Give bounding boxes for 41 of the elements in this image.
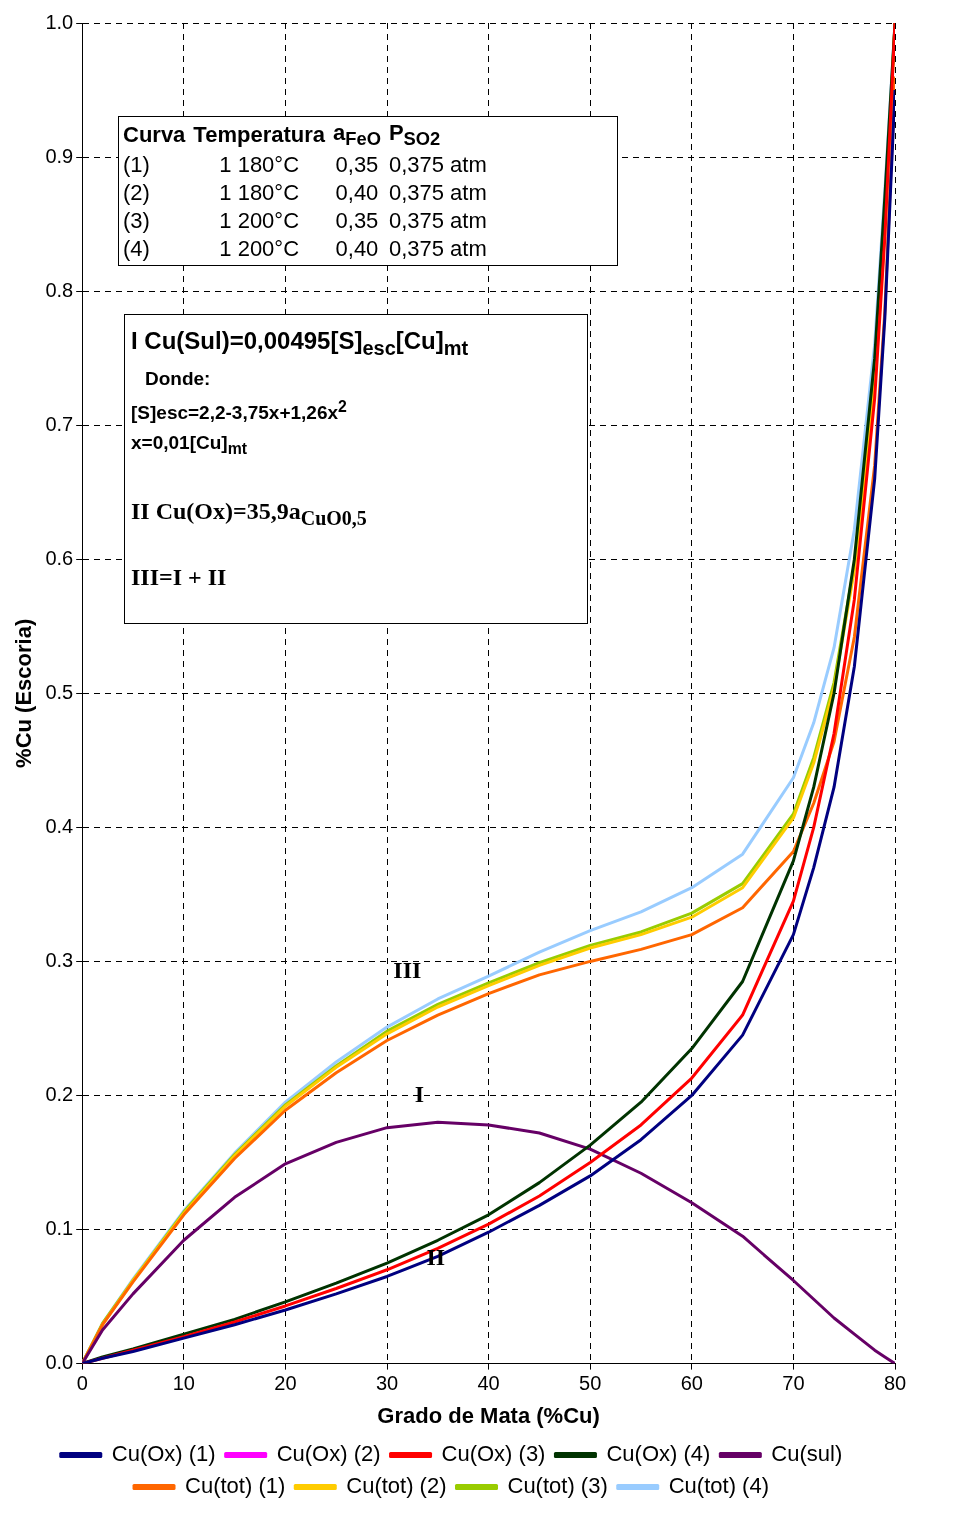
- annotation: III=I + II: [131, 563, 228, 591]
- y-tick-label: 0.5: [45, 680, 74, 703]
- y-tick-label: 0.7: [45, 412, 74, 435]
- x-axis-title: Grado de Mata (%Cu): [377, 1402, 600, 1428]
- annotation: III: [393, 957, 422, 984]
- legend-label: Cu(tot) (4): [668, 1473, 769, 1499]
- y-axis-title: %Cu (Escoria): [11, 618, 37, 768]
- x-tick-label: 80: [883, 1372, 907, 1395]
- y-tick-label: 0.9: [45, 144, 74, 167]
- y-tick-label: 0.1: [45, 1217, 74, 1240]
- x-tick-label: 50: [579, 1372, 602, 1395]
- legend-label: Cu(sul): [771, 1441, 843, 1467]
- y-tick-label: 0.0: [45, 1351, 74, 1374]
- legend-label: Cu(Ox) (3): [441, 1441, 546, 1467]
- parameter-table: Curva Temperatura a$_{FeO}$ P$_{SO2}$ (1) 1 180°C 0,35 0,375 atm (2) 1 180°C 0,40 0,375 atm (3) 1 200°C 0,35 0,375 atm (4) 1 200°C 0,40 0,375 atm: [118, 116, 618, 267]
- legend-label: Cu(Ox) (2): [276, 1441, 381, 1467]
- x-tick-label: 20: [274, 1372, 297, 1395]
- y-tick-label: 0.8: [45, 278, 74, 301]
- annotation: Donde:: [145, 367, 212, 390]
- annotation: I: [414, 1080, 425, 1107]
- legend-label: Cu(Ox) (4): [606, 1441, 711, 1467]
- legend-label: Cu(tot) (3): [507, 1473, 608, 1499]
- x-tick-label: 70: [782, 1372, 805, 1395]
- x-tick-label: 40: [477, 1372, 500, 1395]
- x-tick-label: 60: [680, 1372, 703, 1395]
- x-tick-label: 0: [76, 1372, 88, 1395]
- y-tick-label: 0.3: [45, 948, 74, 971]
- annotation: [S]esc=2,2-3,75x+1,26x$^{2}$: [131, 397, 348, 425]
- legend-label: Cu(Ox) (1): [111, 1441, 216, 1467]
- x-tick-label: 10: [172, 1372, 195, 1395]
- legend-label: Cu(tot) (1): [185, 1473, 286, 1499]
- y-tick-label: 1.0: [45, 10, 74, 33]
- y-tick-label: 0.2: [45, 1083, 74, 1105]
- y-tick-label: 0.4: [45, 814, 74, 837]
- annotation: x=0,01[Cu]$_{mt}$: [131, 432, 248, 458]
- x-tick-label: 30: [375, 1372, 399, 1395]
- annotation: Curva Temperatura a$_{FeO}$ P$_{SO2}$: [123, 119, 442, 152]
- annotation: II Cu(Ox)=35,9a$_{CuO0,5}$: [131, 497, 368, 530]
- annotation: I Cu(Sul)=0,00495[S]$_{esc}$[Cu]$_{mt}$: [131, 327, 470, 360]
- legend-label: Cu(tot) (2): [346, 1473, 447, 1499]
- y-tick-label: 0.6: [45, 546, 74, 569]
